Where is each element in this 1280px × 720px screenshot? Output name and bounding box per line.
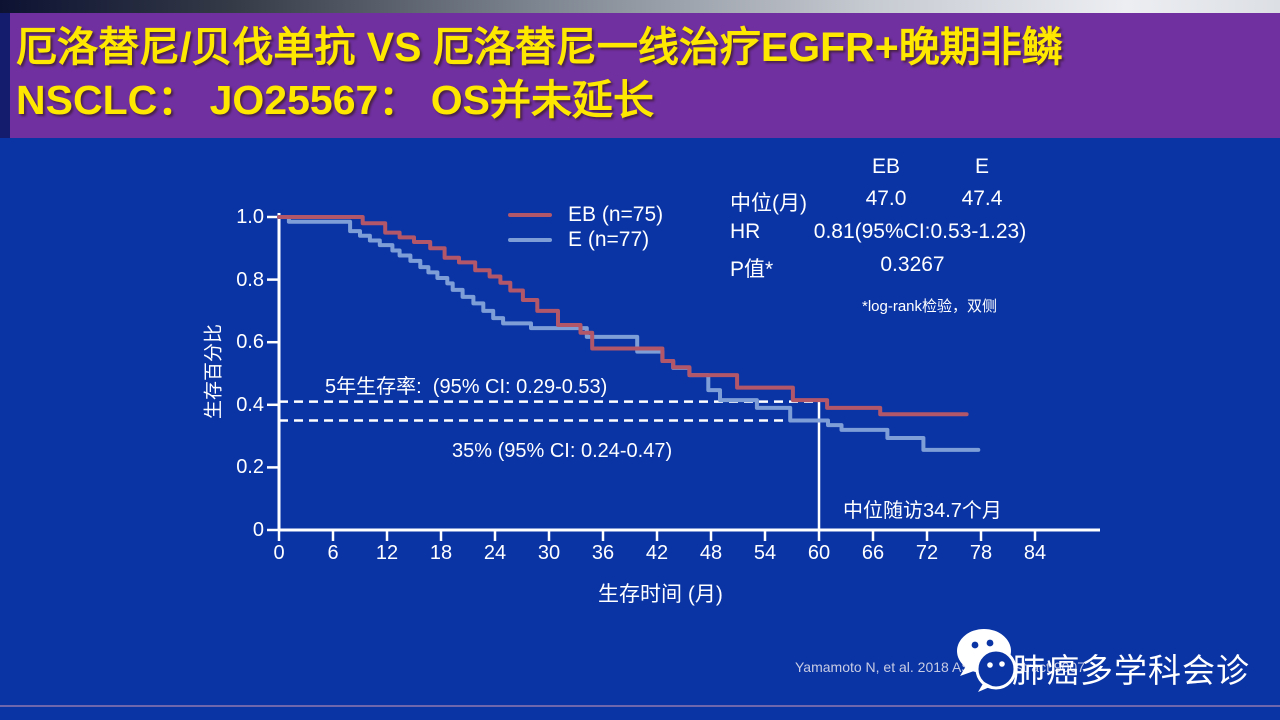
y-tick-label: 0.6 (236, 331, 264, 354)
x-tick-label: 42 (645, 542, 669, 564)
stats-p-value: 0.3267 (880, 253, 945, 276)
top-gradient-strip (0, 0, 1280, 13)
x-tick-label: 84 (1023, 542, 1047, 564)
legend-item-eb: EB (n=75) (508, 202, 663, 227)
annotation-median-followup: 中位随访34.7个月 (843, 500, 1002, 522)
x-tick-label: 54 (753, 542, 777, 564)
x-tick-label: 12 (375, 542, 399, 564)
stats-median-e: 47.4 (961, 187, 1003, 210)
x-tick-label: 30 (537, 542, 561, 564)
y-tick-label: 0 (252, 519, 264, 541)
legend-label-e: E (n=77) (568, 227, 650, 251)
x-tick-label: 24 (483, 542, 507, 564)
survival-curve-eb (277, 215, 969, 417)
x-tick-label: 36 (591, 542, 615, 564)
x-tick-label: 6 (327, 542, 339, 564)
annotation-5yr-eb: 5年生存率: (95% CI: 0.29-0.53) (325, 376, 608, 398)
wechat-icon (957, 629, 1017, 692)
legend-item-e: E (n=77) (508, 227, 663, 252)
e-line-swatch (508, 237, 552, 242)
title-left-stripe (0, 13, 10, 138)
stats-median-label: 中位(月) (730, 192, 807, 215)
stats-header-e: E (974, 155, 989, 178)
stats-header-eb: EB (871, 155, 900, 178)
chart-legend: EB (n=75) E (n=77) (508, 202, 663, 252)
y-axis-title: 生存百分比 (203, 324, 225, 420)
x-tick-label: 72 (915, 542, 939, 564)
page-title-line1: 厄洛替尼/贝伐单抗 VS 厄洛替尼一线治疗EGFR+晚期非鳞 (16, 24, 1063, 70)
x-tick-label: 18 (429, 542, 453, 564)
legend-label-eb: EB (n=75) (568, 202, 664, 226)
x-axis-title: 生存时间 (月) (598, 583, 723, 606)
brand-name: 肺癌多学科会诊 (1012, 652, 1250, 689)
stats-hr-label: HR (730, 220, 761, 243)
survival-curve-e (277, 215, 981, 452)
x-tick-label: 60 (807, 542, 831, 564)
x-tick-label: 48 (699, 542, 723, 564)
y-tick-label: 0.4 (236, 393, 264, 416)
stats-p-label: P值* (730, 258, 774, 281)
x-tick-label: 66 (861, 542, 885, 564)
y-tick-label: 0.2 (236, 456, 264, 479)
stats-median-eb: 47.0 (865, 187, 907, 210)
stats-hr-value: 0.81(95%CI:0.53-1.23) (813, 220, 1027, 243)
title-bar: 厄洛替尼/贝伐单抗 VS 厄洛替尼一线治疗EGFR+晚期非鳞 NSCLC： JO… (0, 13, 1280, 138)
page-title: 厄洛替尼/贝伐单抗 VS 厄洛替尼一线治疗EGFR+晚期非鳞 NSCLC： JO… (16, 21, 1266, 127)
y-tick-label: 1.0 (236, 206, 264, 228)
x-tick-label: 0 (273, 542, 285, 564)
stats-footnote: *log-rank检验，双侧 (862, 298, 998, 315)
page-title-line2: NSCLC： JO25567： OS并未延长 (16, 77, 654, 123)
eb-line-swatch (508, 212, 552, 217)
y-tick-label: 0.8 (236, 268, 264, 291)
annotation-5yr-e: 35% (95% CI: 0.24-0.47) (452, 440, 673, 462)
x-tick-label: 78 (969, 542, 993, 564)
footer-divider (0, 705, 1280, 707)
